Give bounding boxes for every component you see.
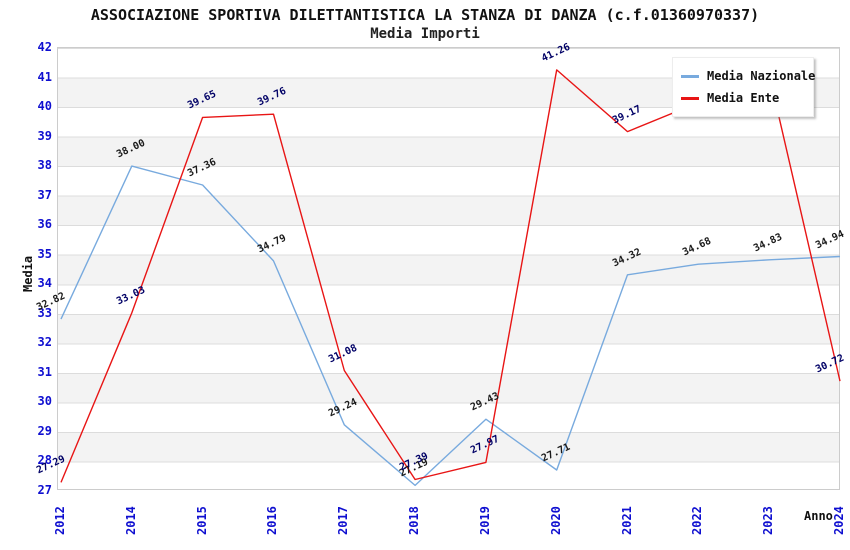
y-tick-label: 41 [37, 69, 52, 84]
legend-label: Media Ente [707, 91, 780, 105]
legend: Media Nazionale Media Ente [672, 57, 815, 117]
legend-swatch-icon [681, 96, 699, 100]
y-tick-label: 33 [37, 305, 52, 320]
series-line-media-nazionale [60, 165, 841, 487]
plot-area [57, 47, 841, 490]
x-tick-label: 2021 [619, 506, 634, 535]
y-tick-label: 32 [37, 335, 52, 350]
x-tick-label: 2018 [407, 506, 422, 535]
y-tick-label: 38 [37, 158, 52, 173]
y-tick-label: 40 [37, 99, 52, 114]
series-line-media-ente [60, 69, 841, 483]
y-tick-label: 39 [37, 128, 52, 143]
x-tick-label: 2012 [53, 506, 67, 535]
y-tick-label: 37 [37, 187, 52, 202]
y-tick-label: 34 [37, 276, 52, 291]
y-tick-label: 36 [37, 217, 52, 232]
x-tick-label: 2015 [194, 506, 209, 535]
legend-label: Media Nazionale [707, 69, 816, 83]
y-tick-label: 35 [37, 246, 52, 261]
x-tick-label: 2024 [832, 506, 846, 535]
y-tick-label: 28 [37, 453, 52, 468]
x-tick-label: 2014 [123, 506, 138, 535]
x-tick-label: 2020 [548, 506, 563, 535]
legend-item: Media Nazionale [681, 65, 815, 87]
y-tick-label: 31 [37, 364, 52, 379]
x-tick-label: 2019 [477, 506, 492, 535]
x-axis-title: Anno [804, 509, 833, 523]
x-tick-label: 2022 [690, 506, 705, 535]
x-tick-label: 2023 [761, 506, 776, 535]
x-tick-label: 2016 [265, 506, 280, 535]
y-tick-label: 27 [37, 483, 52, 497]
x-tick-label: 2017 [336, 506, 351, 535]
legend-swatch-icon [681, 74, 699, 78]
chart-subtitle: Media Importi [370, 26, 480, 42]
chart-title: ASSOCIAZIONE SPORTIVA DILETTANTISTICA LA… [90, 6, 760, 24]
legend-item: Media Ente [681, 87, 805, 109]
y-tick-label: 29 [37, 423, 52, 438]
y-tick-label: 30 [37, 394, 52, 409]
y-tick-label: 42 [37, 40, 52, 54]
